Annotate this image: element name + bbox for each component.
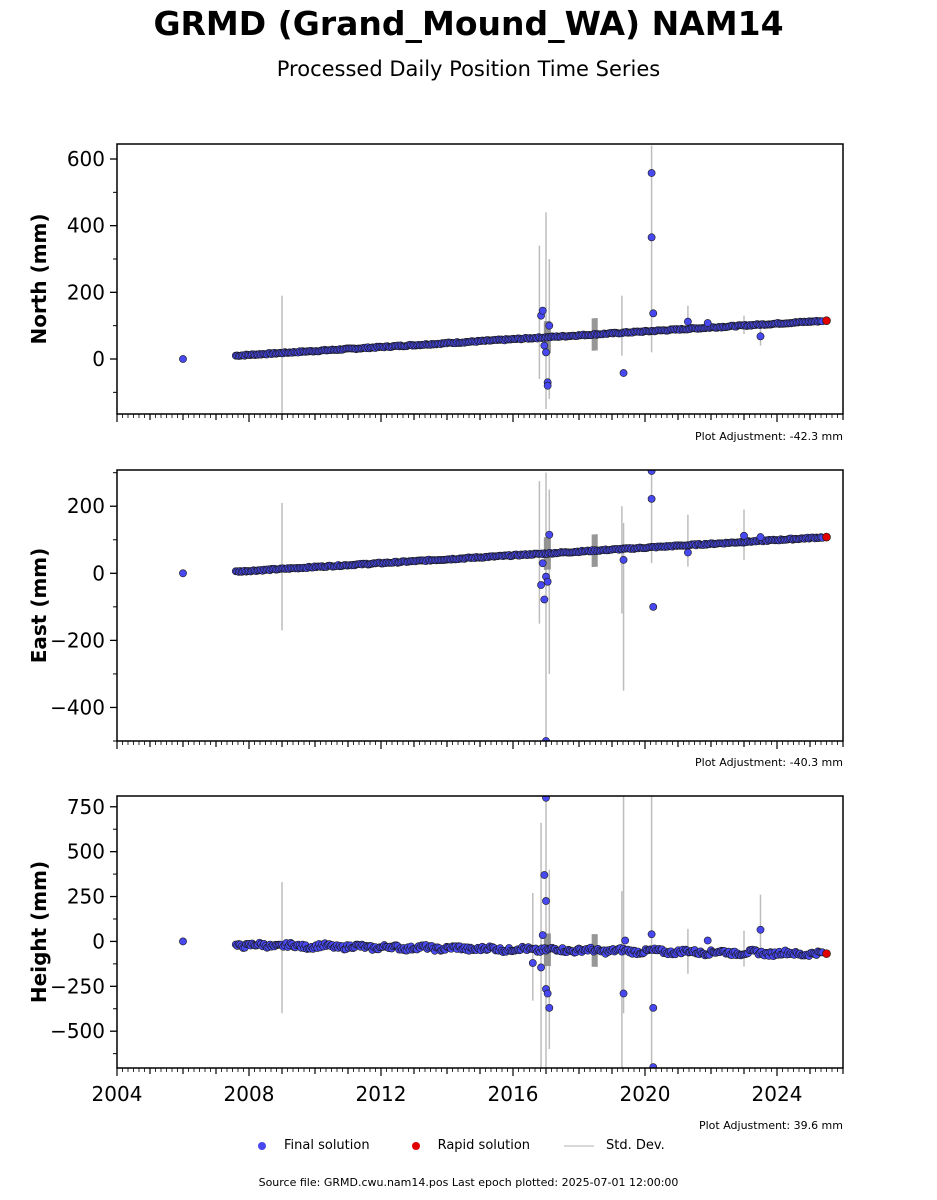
final-solution-point <box>649 309 658 318</box>
final-solution-point <box>545 530 554 539</box>
final-solution-point <box>537 963 545 972</box>
y-axis-label: North (mm) <box>27 213 51 344</box>
final-solution-point <box>538 559 547 568</box>
y-tick-label: 250 <box>67 885 105 909</box>
east-plot-adjustment: Plot Adjustment: -40.3 mm <box>695 756 843 769</box>
final-solution-point <box>756 925 765 934</box>
final-solution-point <box>543 381 552 390</box>
y-tick-label: −500 <box>50 1019 105 1043</box>
final-solution-point <box>649 1003 658 1012</box>
final-solution-point <box>647 930 656 939</box>
final-solution-point <box>542 737 550 741</box>
final-solution-point <box>537 581 545 589</box>
std-dev-line-icon <box>564 1144 595 1147</box>
plot-area-0 <box>179 145 831 414</box>
final-solution-point <box>538 931 547 940</box>
final-solution-point <box>647 233 656 242</box>
final-solution-point <box>649 602 658 611</box>
final-solution-point <box>647 169 656 177</box>
y-tick-label: 200 <box>67 494 105 518</box>
rapid-solution-point <box>822 949 831 958</box>
final-solution-point <box>538 306 547 315</box>
final-solution-point <box>740 531 748 540</box>
plot-area-1 <box>179 470 831 741</box>
chart-title: GRMD (Grand_Mound_WA) NAM14 <box>153 4 784 43</box>
y-tick-label: −250 <box>50 974 105 998</box>
y-tick-label: −200 <box>50 628 105 652</box>
final-solution-point <box>647 470 656 475</box>
final-solution-point <box>542 897 550 905</box>
height-plot-adjustment: Plot Adjustment: 39.6 mm <box>698 1119 843 1132</box>
final-solution-point <box>621 936 630 945</box>
legend-final-label: Final solution <box>284 1138 370 1153</box>
final-solution-point <box>649 1063 658 1068</box>
rapid-solution-point <box>822 316 831 325</box>
plot-frame <box>116 469 844 742</box>
final-solution-point <box>179 355 187 363</box>
final-solution-point <box>703 319 712 327</box>
final-solution-point <box>647 494 656 503</box>
final-solution-point <box>619 369 628 377</box>
final-solution-point <box>684 548 692 557</box>
y-axis-label: East (mm) <box>27 548 51 664</box>
y-tick-label: 0 <box>92 347 105 371</box>
y-tick-label: 750 <box>67 795 105 819</box>
final-solution-point <box>543 577 552 586</box>
x-tick-label: 2008 <box>224 1082 275 1106</box>
final-solution-point <box>684 317 692 326</box>
final-solution-point <box>545 321 554 330</box>
rapid-solution-point <box>822 532 831 542</box>
final-solution-point <box>528 959 537 967</box>
plot-area-2 <box>179 796 831 1068</box>
final-solution-point <box>545 1003 554 1012</box>
north-plot-adjustment: Plot Adjustment: -42.3 mm <box>695 430 843 443</box>
rapid-solution-marker-icon <box>411 1141 420 1150</box>
final-solution-point <box>540 595 549 604</box>
y-tick-label: 600 <box>67 147 105 171</box>
final-solution-point <box>179 569 187 578</box>
x-tick-label: 2012 <box>356 1082 407 1106</box>
final-solution-marker-icon <box>258 1141 266 1150</box>
y-tick-label: 400 <box>67 214 105 238</box>
final-solution-point <box>179 937 187 946</box>
final-solution-point <box>540 341 549 350</box>
final-solution-point <box>542 348 550 357</box>
x-tick-label: 2020 <box>620 1082 671 1106</box>
final-solution-point <box>756 533 765 541</box>
final-solution-point <box>543 989 552 998</box>
legend: Final solution Rapid solution Std. Dev. <box>250 1138 699 1153</box>
plot-frame <box>116 795 844 1069</box>
legend-stddev: Std. Dev. <box>564 1138 665 1153</box>
y-tick-label: −400 <box>50 695 105 719</box>
legend-stddev-label: Std. Dev. <box>606 1138 665 1153</box>
y-tick-label: 0 <box>92 929 105 953</box>
legend-rapid: Rapid solution <box>404 1138 530 1153</box>
x-tick-label: 2024 <box>752 1082 803 1106</box>
x-tick-label: 2016 <box>488 1082 539 1106</box>
final-solution-point <box>703 936 712 945</box>
final-solution-point <box>756 332 765 341</box>
final-solution-point <box>540 871 549 879</box>
final-solution-point <box>619 555 628 564</box>
source-footer: Source file: GRMD.cwu.nam14.pos Last epo… <box>258 1176 679 1189</box>
final-solution-point <box>542 796 550 802</box>
plot-frame <box>116 143 844 415</box>
chart-subtitle: Processed Daily Position Time Series <box>276 57 661 81</box>
y-tick-label: 500 <box>67 840 105 864</box>
legend-rapid-label: Rapid solution <box>437 1138 531 1153</box>
legend-final: Final solution <box>250 1138 370 1153</box>
y-tick-label: 200 <box>67 280 105 304</box>
y-axis-label: Height (mm) <box>27 861 51 1003</box>
y-tick-label: 0 <box>92 561 105 585</box>
x-tick-label: 2004 <box>92 1082 143 1106</box>
final-solution-point <box>619 989 628 998</box>
